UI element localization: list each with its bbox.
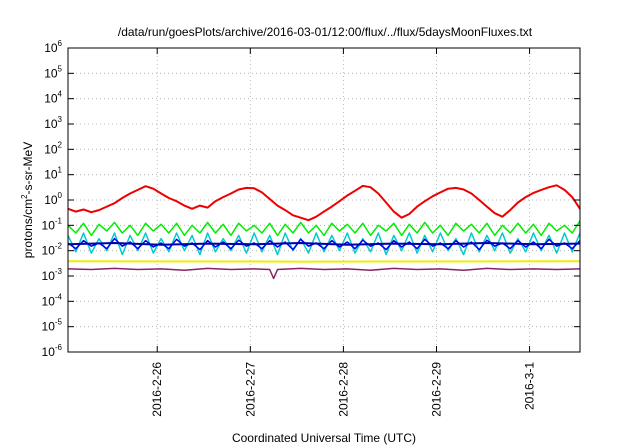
y-tick-label: 102: [44, 140, 62, 156]
y-tick-label: 106: [44, 39, 62, 55]
series-line: [67, 220, 581, 237]
y-tick-label: 101: [44, 166, 62, 182]
series-lines: [67, 184, 581, 280]
y-tick-label: 10-2: [42, 242, 63, 258]
series-line: [67, 267, 581, 280]
y-tick-label: 10-5: [42, 318, 63, 334]
chart-title: /data/run/goesPlots/archive/2016-03-01/1…: [118, 25, 533, 39]
y-axis-ticks: 10-6 10-5 10-4 10-3 10-2 10-1 100 101 102 103 104 1…: [42, 39, 580, 359]
x-tick-label: 2016-2-26: [150, 362, 164, 417]
series-line: [67, 242, 581, 246]
y-tick-label: 10-6: [42, 343, 63, 359]
y-tick-label: 10-3: [42, 267, 63, 283]
series-line: [67, 184, 581, 222]
x-tick-label: 2016-2-29: [429, 362, 443, 417]
y-tick-label: 104: [44, 90, 62, 106]
x-tick-label: 2016-2-28: [336, 362, 350, 417]
y-tick-label: 10-1: [42, 216, 63, 232]
y-tick-label: 103: [44, 115, 62, 131]
series-line: [67, 232, 581, 256]
x-tick-label: 2016-2-27: [243, 362, 257, 417]
grid-lines: [68, 48, 580, 352]
series-line: [67, 237, 581, 251]
y-tick-label: 105: [44, 64, 62, 80]
y-axis-label: protons/cm2-s-sr-MeV: [20, 142, 35, 258]
x-tick-label: 2016-3-1: [523, 362, 537, 410]
x-axis-ticks: 2016-2-26 2016-2-27 2016-2-28 2016-2-29 2016…: [150, 48, 537, 417]
y-tick-label: 100: [44, 191, 62, 207]
x-axis-label: Coordinated Universal Time (UTC): [232, 431, 416, 445]
y-tick-label: 10-4: [42, 292, 63, 308]
